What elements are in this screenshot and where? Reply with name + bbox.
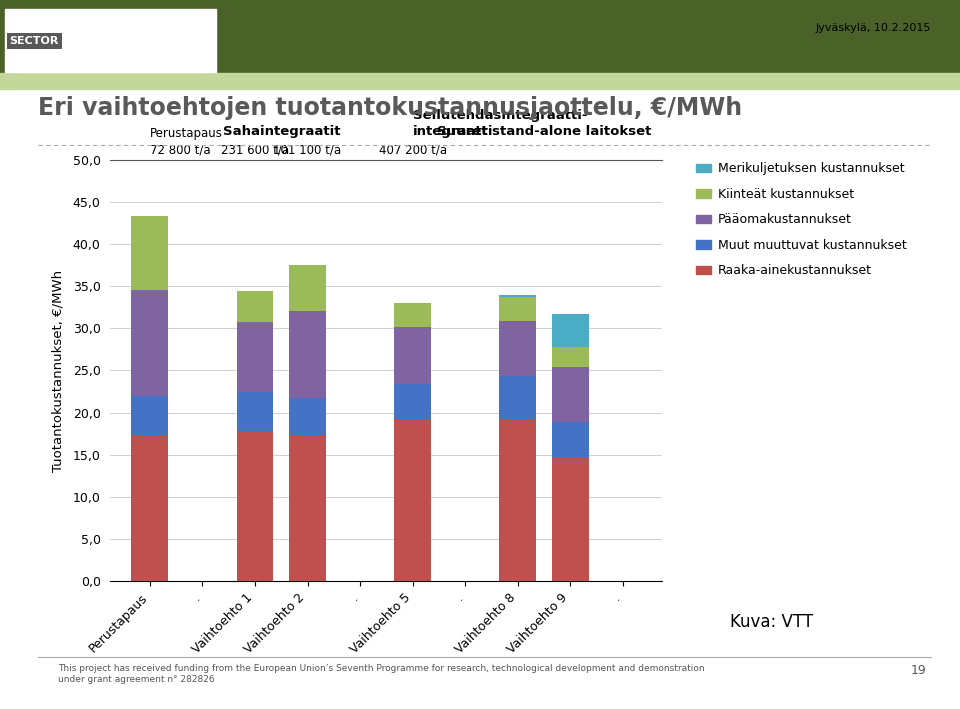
Text: Sahaintegraatit: Sahaintegraatit: [223, 125, 340, 138]
Bar: [499, 297, 537, 320]
Text: Eri vaihtoehtojen tuotantokustannusjaottelu, €/MWh: Eri vaihtoehtojen tuotantokustannusjaott…: [38, 96, 742, 120]
Text: 231 600 t/a: 231 600 t/a: [221, 144, 289, 157]
Bar: [499, 418, 537, 581]
Bar: [552, 458, 588, 581]
Bar: [552, 367, 588, 422]
Bar: [289, 435, 326, 581]
Bar: [132, 290, 168, 396]
Bar: [289, 311, 326, 398]
Bar: [499, 320, 537, 376]
Bar: [132, 396, 168, 435]
Text: Sellutehdasintegraatti-
integraatti: Sellutehdasintegraatti- integraatti: [413, 109, 588, 138]
Legend: Merikuljetuksen kustannukset, Kiinteät kustannukset, Pääomakustannukset, Muut mu: Merikuljetuksen kustannukset, Kiinteät k…: [691, 157, 912, 282]
Bar: [236, 392, 274, 431]
Bar: [499, 294, 537, 297]
Bar: [552, 314, 588, 347]
Text: SECTOR: SECTOR: [10, 36, 59, 46]
Bar: [236, 323, 274, 392]
Text: 19: 19: [911, 664, 926, 677]
Y-axis label: Tuotantokustannukset, €/MWh: Tuotantokustannukset, €/MWh: [51, 269, 64, 471]
Bar: [395, 420, 431, 581]
Bar: [132, 435, 168, 581]
Text: Jyväskylä, 10.2.2015: Jyväskylä, 10.2.2015: [816, 23, 931, 33]
Bar: [236, 291, 274, 323]
Text: Perustapaus
72 800 t/a: Perustapaus 72 800 t/a: [150, 127, 223, 157]
Bar: [132, 216, 168, 290]
Bar: [236, 431, 274, 581]
Bar: [289, 265, 326, 311]
Bar: [395, 384, 431, 420]
Text: This project has received funding from the European Union’s Seventh Programme fo: This project has received funding from t…: [58, 664, 705, 683]
Text: Kuva: VTT: Kuva: VTT: [730, 613, 813, 631]
Bar: [499, 376, 537, 418]
Bar: [552, 347, 588, 367]
Bar: [289, 398, 326, 435]
Bar: [395, 327, 431, 384]
Text: Production of Solid Sustainable Energy Carriers
from Biomass by Means of TORrefa: Production of Solid Sustainable Energy C…: [62, 28, 211, 40]
Text: 101 100 t/a: 101 100 t/a: [274, 144, 342, 157]
Text: 407 200 t/a: 407 200 t/a: [378, 144, 446, 157]
Bar: [552, 422, 588, 458]
Text: Suuret stand-alone laitokset: Suuret stand-alone laitokset: [437, 125, 651, 138]
Bar: [395, 303, 431, 327]
